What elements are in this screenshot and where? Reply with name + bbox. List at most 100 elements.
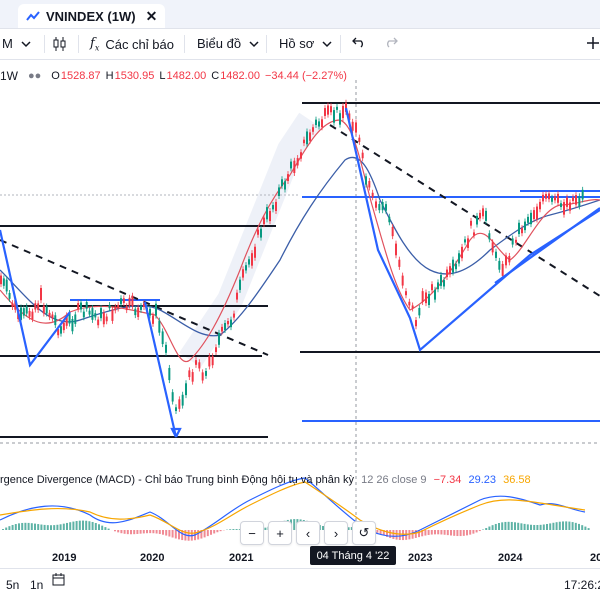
- macd-bar: [508, 522, 510, 530]
- macd-bar: [5, 528, 7, 530]
- candle-body: [324, 108, 326, 116]
- zoom-in-button[interactable]: +: [268, 521, 292, 545]
- candle-body: [569, 202, 571, 210]
- year-label: 2019: [52, 552, 76, 564]
- candle-body: [398, 260, 400, 267]
- scroll-forward-button[interactable]: ›: [324, 521, 348, 545]
- candle-body: [385, 204, 387, 211]
- chart-type-button[interactable]: Biểu đồ: [197, 36, 259, 51]
- candle-body: [339, 113, 341, 124]
- macd-bar: [82, 521, 84, 530]
- close-icon[interactable]: ✕: [146, 8, 158, 25]
- macd-hist-value: −7.34: [434, 474, 462, 486]
- candle-body: [152, 316, 154, 324]
- macd-bar: [175, 530, 177, 538]
- zoom-out-button[interactable]: −: [240, 521, 264, 545]
- candle-body: [515, 240, 517, 243]
- candle-body: [215, 347, 217, 352]
- candle-body: [566, 198, 568, 207]
- macd-bar: [514, 522, 516, 530]
- price-chart[interactable]: [0, 60, 600, 568]
- candle-body: [212, 356, 214, 365]
- macd-bar: [431, 530, 433, 535]
- macd-bar: [428, 530, 430, 535]
- macd-bar: [524, 524, 526, 530]
- candle-body: [536, 207, 538, 220]
- candle-body: [117, 305, 119, 309]
- macd-legend: rgence Divergence (MACD) - Chỉ báo Trung…: [0, 474, 531, 486]
- macd-bar: [460, 530, 462, 536]
- scroll-back-button[interactable]: ‹: [296, 521, 320, 545]
- macd-bar: [540, 525, 542, 530]
- candle-body: [120, 298, 122, 304]
- candle-body: [303, 140, 305, 144]
- candle-body: [464, 239, 466, 242]
- macd-bar: [466, 530, 468, 535]
- candle-body: [372, 193, 374, 197]
- range-5y-button[interactable]: 5n: [6, 578, 19, 592]
- macd-bar: [136, 530, 138, 534]
- macd-bar: [575, 523, 577, 530]
- candle-body: [542, 195, 544, 202]
- candle-body: [557, 194, 559, 203]
- macd-bar: [79, 521, 81, 530]
- slow-ma-line: [0, 157, 600, 335]
- add-button[interactable]: [586, 36, 600, 50]
- candle-body: [26, 306, 28, 313]
- candle-body: [306, 131, 308, 144]
- macd-bar: [21, 523, 23, 530]
- macd-bar: [88, 521, 90, 530]
- macd-bar: [543, 524, 545, 530]
- indicators-button[interactable]: fx Các chỉ báo: [90, 36, 174, 53]
- candle-body: [415, 320, 417, 326]
- candle-body: [467, 238, 469, 248]
- candle-body: [452, 260, 454, 273]
- candle-body: [431, 284, 433, 290]
- macd-bar: [101, 526, 103, 530]
- candle-body: [521, 228, 523, 233]
- macd-bar: [216, 530, 218, 532]
- macd-bar: [469, 530, 471, 535]
- candle-body: [242, 269, 244, 277]
- candles-button[interactable]: [52, 36, 68, 52]
- candle-body: [49, 313, 51, 317]
- undo-button[interactable]: [352, 36, 366, 48]
- watermark: [190, 120, 310, 360]
- candle-body: [63, 323, 65, 330]
- tab-vnindex[interactable]: VNINDEX (1W) ✕: [18, 4, 165, 28]
- candle-body: [83, 312, 85, 318]
- candle-body: [312, 127, 314, 132]
- candle-body: [162, 331, 164, 344]
- macd-bar: [104, 527, 106, 530]
- range-1y-button[interactable]: 1n: [30, 578, 43, 592]
- undo-icon: [352, 36, 366, 48]
- candle-body: [470, 221, 472, 226]
- macd-bar: [172, 530, 174, 538]
- candle-body: [446, 270, 448, 277]
- macd-bar: [424, 530, 426, 536]
- macd-bar: [396, 530, 398, 540]
- redo-button[interactable]: [384, 36, 398, 48]
- candle-body: [103, 313, 105, 325]
- candle-body: [352, 122, 354, 131]
- macd-bar: [453, 530, 455, 536]
- candle-body: [233, 314, 235, 318]
- candle-body: [77, 303, 79, 309]
- candle-body: [425, 292, 427, 303]
- candle-body: [137, 308, 139, 317]
- candle-body: [530, 213, 532, 224]
- macd-bar: [66, 523, 68, 530]
- profile-button[interactable]: Hồ sơ: [279, 36, 332, 51]
- candle-body: [106, 317, 108, 322]
- candle-body: [405, 291, 407, 295]
- candle-body: [251, 253, 253, 265]
- candle-body: [498, 261, 500, 270]
- candle-body: [134, 309, 136, 315]
- macd-bar: [85, 521, 87, 530]
- calendar-icon[interactable]: [52, 571, 66, 587]
- macd-bar: [44, 525, 46, 530]
- interval-selector[interactable]: M: [2, 36, 31, 51]
- reset-button[interactable]: ↺: [352, 521, 376, 545]
- candle-body: [560, 203, 562, 207]
- macd-bar: [53, 525, 55, 530]
